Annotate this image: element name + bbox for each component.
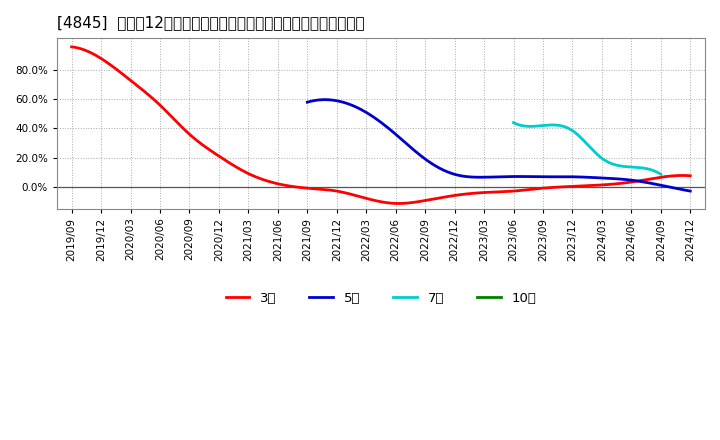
5年 xyxy=(539,174,547,180)
7年 xyxy=(599,157,608,162)
7年 xyxy=(510,120,518,125)
5年 xyxy=(686,188,695,194)
Line: 7年: 7年 xyxy=(513,123,661,174)
7年 xyxy=(596,155,605,160)
5年 xyxy=(305,99,313,104)
7年 xyxy=(509,120,518,125)
5年 xyxy=(532,174,541,180)
3年 xyxy=(591,183,600,188)
3年 xyxy=(67,44,76,49)
Text: [4845]  売上高12か月移動合計の対前年同期増減率の平均値の推移: [4845] 売上高12か月移動合計の対前年同期増減率の平均値の推移 xyxy=(57,15,364,30)
3年 xyxy=(438,195,446,200)
5年 xyxy=(627,177,636,183)
3年 xyxy=(436,195,444,201)
Legend: 3年, 5年, 7年, 10年: 3年, 5年, 7年, 10年 xyxy=(220,287,541,310)
7年 xyxy=(597,155,606,161)
3年 xyxy=(630,179,639,184)
Line: 5年: 5年 xyxy=(307,99,690,191)
Line: 3年: 3年 xyxy=(71,47,690,203)
3年 xyxy=(448,193,456,198)
7年 xyxy=(634,165,642,170)
7年 xyxy=(657,172,665,177)
7年 xyxy=(643,166,652,171)
3年 xyxy=(69,44,78,50)
5年 xyxy=(652,182,660,187)
5年 xyxy=(321,97,330,102)
5年 xyxy=(303,99,312,105)
3年 xyxy=(686,173,695,178)
3年 xyxy=(395,201,403,206)
5年 xyxy=(531,174,539,180)
